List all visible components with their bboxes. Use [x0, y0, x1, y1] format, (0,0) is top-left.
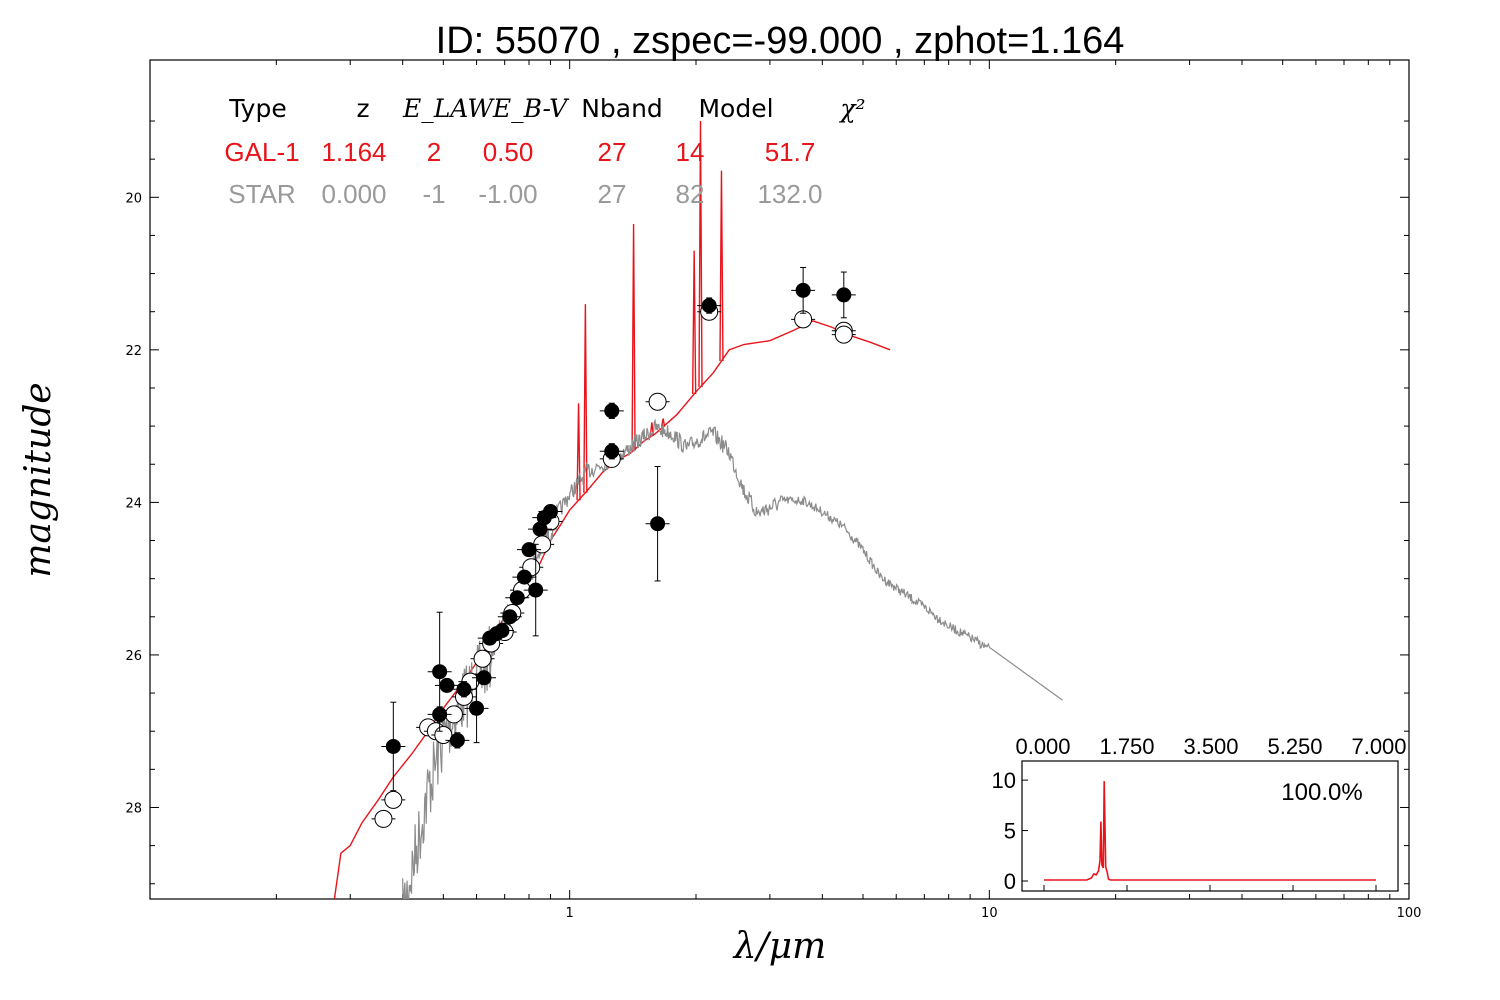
table-header: E_B-V — [492, 94, 570, 123]
observed-point — [516, 569, 532, 585]
spectrum-line — [402, 418, 1063, 899]
table-header: z — [356, 94, 369, 123]
emission-line — [691, 250, 697, 394]
observed-point — [476, 670, 492, 686]
y-tick-label: 28 — [125, 801, 142, 816]
model-point — [374, 809, 393, 828]
observed-point — [494, 623, 510, 639]
inset-x-tick-label: 3.500 — [1183, 734, 1238, 759]
table-cell: -1 — [422, 179, 445, 209]
observed-point — [836, 287, 852, 303]
table-cell: 0.50 — [483, 137, 534, 167]
series-layer — [333, 121, 1063, 899]
x-tick-label: 100 — [1397, 906, 1422, 921]
y-tick-label: 24 — [125, 496, 142, 511]
model-point — [834, 325, 853, 344]
inset-frame — [1021, 760, 1399, 892]
observed-point — [509, 590, 525, 606]
table-cell: GAL-1 — [224, 137, 299, 167]
inset-x-tick-label: 0.000 — [1015, 734, 1070, 759]
pdz-line — [1044, 781, 1376, 881]
series-gal-1 — [333, 121, 891, 899]
table-cell: 0.000 — [321, 179, 386, 209]
series-star — [402, 418, 1063, 899]
pdz-inset: 0.000 1.750 3.500 5.250 7.000 0 5 10 100.0% — [992, 734, 1407, 894]
observed-point — [385, 738, 401, 754]
model-point — [434, 726, 453, 745]
observed-point — [432, 664, 448, 680]
table-header: χ² — [838, 94, 865, 123]
observed-point — [604, 403, 620, 419]
x-tick-label: 1 — [566, 906, 574, 921]
series-model-mags — [371, 302, 856, 828]
table-header: E_LAW — [402, 94, 495, 123]
inset-x-tick-label: 1.750 — [1099, 734, 1154, 759]
table-header: Type — [228, 94, 286, 123]
observed-point — [528, 582, 544, 598]
plot-area — [333, 121, 1063, 899]
emission-line — [576, 403, 581, 501]
observed-point — [701, 298, 717, 314]
observed-point — [456, 681, 472, 697]
table-cell: 51.7 — [765, 137, 816, 167]
observed-point — [449, 732, 465, 748]
observed-point — [542, 504, 558, 520]
emission-line — [631, 223, 636, 451]
x-axis-label: λ/μm — [732, 926, 826, 967]
y-tick-label: 22 — [125, 344, 142, 359]
chart-title: ID: 55070 , zspec=-99.000 , zphot=1.164 — [436, 20, 1125, 62]
observed-point — [795, 282, 811, 298]
table-cell: 1.164 — [321, 137, 386, 167]
observed-point — [439, 677, 455, 693]
table-cell: 2 — [427, 137, 441, 167]
inset-y-tick-label: 5 — [1004, 819, 1016, 844]
observed-point — [650, 516, 666, 532]
table-cell: STAR — [228, 179, 295, 209]
table-header: Nband — [581, 94, 663, 123]
table-cell: 132.0 — [757, 179, 822, 209]
emission-line — [698, 121, 703, 387]
fit-table: Type z E_LAW E_B-V Nband Model χ² GAL-1 1.164 2 0.… — [224, 94, 865, 209]
spectrum-line — [333, 320, 891, 899]
x-tick-label: 10 — [981, 906, 998, 921]
inset-x-tick-label: 7.000 — [1351, 734, 1406, 759]
observed-point — [604, 443, 620, 459]
y-axis-label: magnitude — [18, 382, 59, 577]
model-point — [384, 790, 403, 809]
emission-line — [583, 304, 588, 493]
table-cell: 27 — [598, 137, 627, 167]
emission-line — [719, 170, 724, 362]
emission-line — [660, 418, 666, 427]
table-cell: 14 — [676, 137, 705, 167]
table-cell: 82 — [676, 179, 705, 209]
pdz-percentage: 100.0% — [1281, 779, 1362, 806]
table-cell: 27 — [598, 179, 627, 209]
observed-point — [502, 609, 518, 625]
y-axis: 20 22 24 26 28 — [125, 120, 1409, 885]
inset-x-tick-label: 5.250 — [1267, 734, 1322, 759]
inset-y-tick-label: 0 — [1004, 869, 1016, 894]
y-tick-label: 26 — [125, 649, 142, 664]
series-observed — [381, 266, 856, 792]
emission-line — [649, 422, 655, 437]
y-tick-label: 20 — [125, 191, 142, 206]
table-header: Model — [698, 94, 773, 123]
observed-point — [469, 700, 485, 716]
inset-y-tick-label: 10 — [992, 768, 1016, 793]
x-axis: 1 10 100 — [275, 60, 1422, 921]
plot-frame — [149, 59, 1410, 900]
model-point — [473, 649, 492, 668]
table-cell: -1.00 — [478, 179, 537, 209]
model-point — [648, 392, 667, 411]
